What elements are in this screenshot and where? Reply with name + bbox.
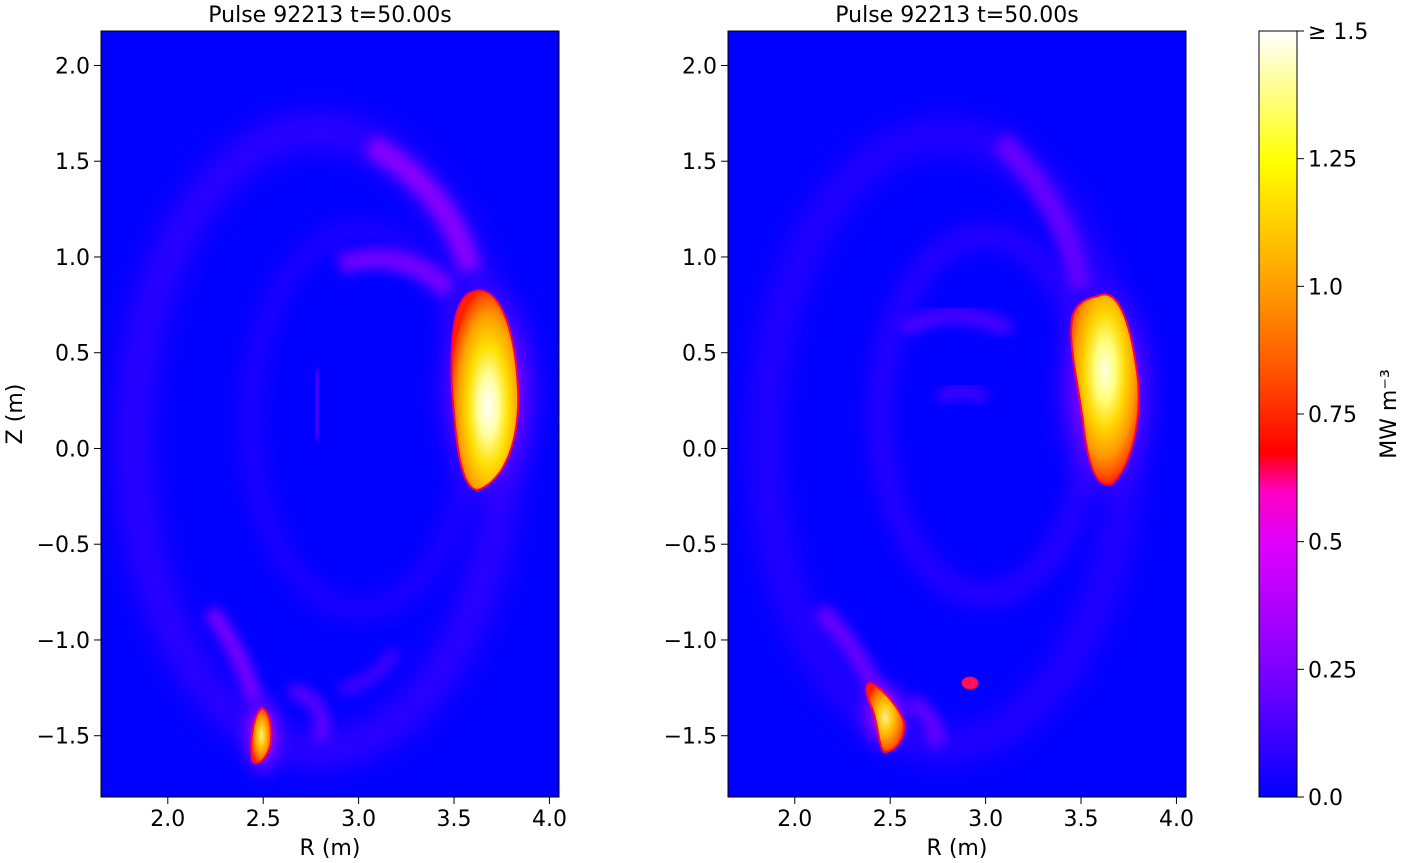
left-y-ticks: −1.5 −1.0 −0.5 0.0 0.5 1.0 1.5 2.0	[37, 54, 101, 750]
colorbar-tick-label: 0.5	[1308, 531, 1343, 556]
right-small-hot-spot	[961, 676, 979, 690]
right-x-tick-label: 3.0	[968, 807, 1003, 832]
left-heatmap	[101, 31, 559, 797]
left-lower-leg-3	[338, 647, 401, 696]
right-heatmap	[728, 31, 1186, 797]
right-outboard-blob	[1070, 293, 1140, 486]
left-upper-arc-2	[336, 248, 457, 298]
right-y-tick-label: 1.0	[682, 246, 717, 271]
left-y-label: Z (m)	[3, 384, 28, 445]
left-upper-arc	[364, 135, 481, 273]
right-x-tick-label: 4.0	[1159, 807, 1194, 832]
left-outboard-blob	[450, 289, 520, 492]
right-lower-leg-2	[905, 693, 944, 747]
colorbar-ticks: 0.0 0.25 0.5 0.75 1.0 1.25 ≥ 1.5	[1297, 20, 1368, 811]
right-y-tick-label: −1.0	[664, 629, 717, 654]
right-x-tick-label: 2.0	[777, 807, 812, 832]
left-inner-streak	[311, 369, 323, 441]
left-y-tick-label: −0.5	[37, 533, 90, 558]
right-inner-streak	[935, 383, 990, 406]
colorbar: 0.0 0.25 0.5 0.75 1.0 1.25 ≥ 1.5 MW m⁻³	[1258, 20, 1402, 811]
left-lower-leg-2	[287, 683, 329, 742]
left-y-tick-label: 0.0	[55, 437, 90, 462]
left-x-tick-label: 2.5	[246, 807, 281, 832]
left-x-tick-label: 3.5	[437, 807, 472, 832]
left-x-label: R (m)	[300, 836, 361, 861]
left-y-tick-label: 2.0	[55, 54, 90, 79]
right-y-tick-label: 0.5	[682, 342, 717, 367]
left-axes-frame	[100, 30, 560, 798]
colorbar-tick-label: 1.25	[1308, 148, 1357, 173]
left-title: Pulse 92213 t=50.00s	[208, 3, 451, 28]
right-x-tick-label: 2.5	[873, 807, 908, 832]
right-y-tick-label: 0.0	[682, 437, 717, 462]
right-upper-arc	[992, 132, 1091, 292]
right-y-tick-label: −1.5	[664, 725, 717, 750]
right-x-label: R (m)	[927, 836, 988, 861]
right-y-tick-label: −0.5	[664, 533, 717, 558]
colorbar-tick-label: 0.75	[1308, 403, 1357, 428]
colorbar-label: MW m⁻³	[1377, 369, 1402, 459]
right-x-tick-label: 3.5	[1064, 807, 1099, 832]
right-y-tick-label: 2.0	[682, 54, 717, 79]
colorbar-tick-label: 0.0	[1308, 786, 1343, 811]
right-title: Pulse 92213 t=50.00s	[835, 3, 1078, 28]
left-x-tick-label: 3.0	[341, 807, 376, 832]
left-x-tick-label: 4.0	[532, 807, 567, 832]
right-divertor-spot	[865, 681, 906, 754]
left-y-tick-label: −1.0	[37, 629, 90, 654]
colorbar-tick-label: 0.25	[1308, 658, 1357, 683]
left-x-ticks: 2.0 2.5 3.0 3.5 4.0	[150, 797, 567, 832]
left-panel: 2.0 2.5 3.0 3.5 4.0 −1.5 −1.0 −0.5 0.0 0.5 1.0 1.5…	[3, 3, 567, 861]
left-y-tick-label: 1.5	[55, 150, 90, 175]
left-divertor-spot	[250, 706, 273, 765]
left-y-tick-label: 1.0	[55, 246, 90, 271]
right-panel: 2.0 2.5 3.0 3.5 4.0 −1.5 −1.0 −0.5 0.0 0.5 1.0 1.5…	[664, 3, 1194, 861]
right-y-ticks: −1.5 −1.0 −0.5 0.0 0.5 1.0 1.5 2.0	[664, 54, 728, 750]
right-upper-arc-2	[900, 307, 1014, 338]
colorbar-tick-label: ≥ 1.5	[1308, 20, 1368, 45]
colorbar-gradient	[1259, 31, 1297, 797]
left-y-tick-label: −1.5	[37, 725, 90, 750]
colorbar-tick-label: 1.0	[1308, 275, 1343, 300]
right-axes-frame	[727, 30, 1187, 798]
left-lower-leg-1	[203, 605, 263, 703]
left-x-tick-label: 2.0	[150, 807, 185, 832]
left-y-tick-label: 0.5	[55, 342, 90, 367]
right-y-tick-label: 1.5	[682, 150, 717, 175]
right-x-ticks: 2.0 2.5 3.0 3.5 4.0	[777, 797, 1194, 832]
